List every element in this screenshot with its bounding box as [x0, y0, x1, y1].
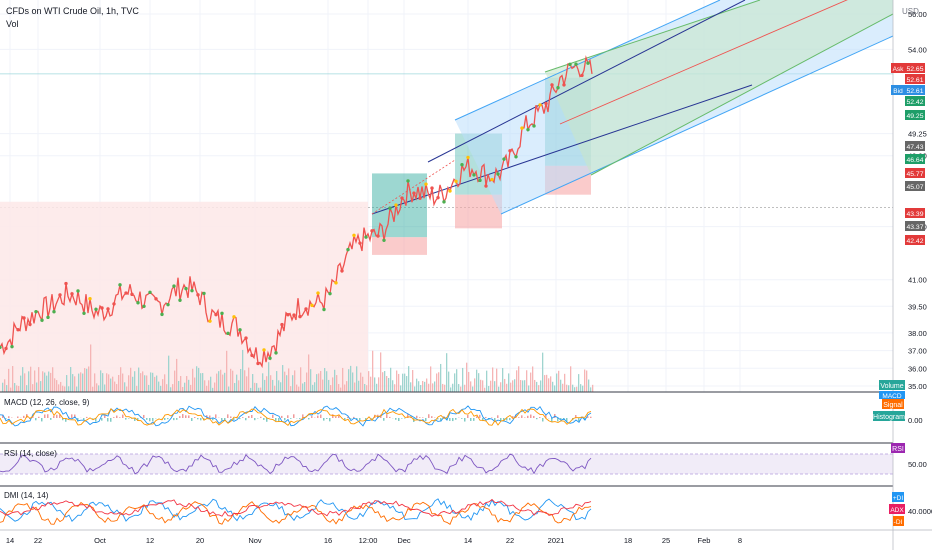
macd-title: MACD (12, 26, close, 9)	[4, 398, 90, 407]
time-tick: 20	[196, 536, 204, 545]
plus-di-badge: +DI	[892, 492, 904, 502]
macd-zero-tick: 0.00	[908, 416, 923, 425]
dmi-40-tick: 40.0000	[908, 507, 932, 516]
price-flag: 42.42	[905, 235, 925, 245]
time-tick: 14	[464, 536, 472, 545]
price-flag: 43.39	[905, 208, 925, 218]
price-tick: 36.00	[908, 364, 927, 373]
time-tick: Oct	[94, 536, 107, 545]
price-flag: 49.25	[905, 110, 925, 120]
plus-di-label: +DI	[893, 495, 903, 502]
signal-badge: Signal	[882, 399, 904, 409]
symbol-title: CFDs on WTI Crude Oil, 1h, TVC	[6, 6, 139, 16]
svg-text:52.42: 52.42	[906, 99, 923, 106]
price-tick: 41.00	[908, 276, 927, 285]
svg-text:45.77: 45.77	[906, 171, 923, 178]
svg-text:45.07: 45.07	[906, 184, 923, 191]
adx-badge: ADX	[889, 504, 905, 514]
rsi-label: RSI	[892, 446, 904, 453]
svg-text:52.61: 52.61	[906, 77, 923, 84]
time-tick: 22	[34, 536, 42, 545]
time-tick: 18	[624, 536, 632, 545]
time-tick: 12:00	[359, 536, 378, 545]
svg-text:52.61: 52.61	[906, 88, 923, 95]
price-flag: 43.37	[905, 221, 925, 231]
dmi-title: DMI (14, 14)	[4, 491, 49, 500]
price-tick: 39.50	[908, 302, 927, 311]
time-tick: 8	[738, 536, 742, 545]
indicator-panes	[0, 391, 932, 525]
volume-badge: Volume	[879, 380, 905, 390]
time-tick: Dec	[397, 536, 411, 545]
price-flag: 45.77	[905, 168, 925, 178]
rsi-badge: RSI	[891, 443, 905, 453]
rsi-50-tick: 50.00	[908, 460, 927, 469]
volume-label: Volume	[880, 383, 903, 390]
adx-label: ADX	[890, 507, 904, 514]
svg-text:49.25: 49.25	[906, 113, 923, 120]
time-tick: 2021	[548, 536, 565, 545]
time-tick: 14	[6, 536, 14, 545]
time-tick: 22	[506, 536, 514, 545]
svg-text:43.39: 43.39	[906, 211, 923, 218]
svg-text:52.65: 52.65	[906, 66, 923, 73]
svg-text:47.43: 47.43	[906, 144, 923, 151]
price-flag: 47.43	[905, 141, 925, 151]
macd-badge: MACD	[879, 391, 905, 400]
svg-text:Bid: Bid	[893, 88, 903, 95]
pitchfork-drawing[interactable]	[371, 0, 894, 215]
vol-indicator-label: Vol	[6, 19, 19, 29]
time-axis[interactable]: 14 22 Oct 12 20 Nov 16 12:00 Dec 14 22 2021 18 25 Feb 8	[0, 529, 932, 545]
currency-label: USD	[902, 7, 919, 16]
price-tick: 49.25	[908, 130, 927, 139]
price-flag: 45.07	[905, 181, 925, 191]
svg-text:Ask: Ask	[893, 66, 905, 73]
volume-bars	[2, 344, 594, 392]
time-tick: 12	[146, 536, 154, 545]
signal-label: Signal	[883, 402, 903, 409]
price-tick: 35.00	[908, 382, 927, 391]
grid-lines	[0, 0, 893, 392]
price-flag: 52.61	[905, 74, 925, 84]
svg-text:42.42: 42.42	[906, 238, 923, 245]
price-tick: 38.00	[908, 329, 927, 338]
time-tick: 16	[324, 536, 332, 545]
price-tick: 37.00	[908, 347, 927, 356]
time-tick: Feb	[698, 536, 711, 545]
price-tick: 56.00	[908, 10, 927, 19]
macd-label: MACD	[882, 393, 901, 400]
price-flag: 52.42	[905, 96, 925, 106]
price-flag: 46.64	[905, 154, 925, 164]
price-series	[0, 55, 593, 369]
time-tick: Nov	[248, 536, 262, 545]
svg-text:46.64: 46.64	[906, 157, 923, 164]
minus-di-label: -DI	[894, 519, 903, 526]
svg-text:43.37: 43.37	[906, 224, 923, 231]
histogram-label: Histogram	[873, 414, 905, 421]
minus-di-badge: -DI	[893, 516, 904, 526]
price-tick: 54.00	[908, 45, 927, 54]
rsi-title: RSI (14, close)	[4, 449, 57, 458]
histogram-badge: Histogram	[873, 411, 905, 421]
price-axis[interactable]: USD 56.0054.0049.2548.0044.0041.0039.503…	[891, 0, 932, 550]
time-tick: 25	[662, 536, 670, 545]
